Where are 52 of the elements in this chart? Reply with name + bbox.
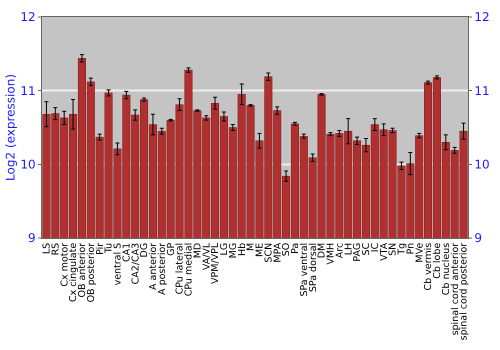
x-tick-label: Cx motor xyxy=(59,242,70,287)
x-tick-label: LS xyxy=(42,242,53,254)
y2-tick-label: 11 xyxy=(474,84,490,98)
x-tick-label: Cx cingulate xyxy=(68,242,80,302)
y2-tick-label: 12 xyxy=(474,10,490,24)
x-tick-label: RS xyxy=(50,242,62,256)
y2-tick-label: 10 xyxy=(474,158,490,172)
x-tick-label: DM xyxy=(316,242,328,258)
x-tick-label: Hb xyxy=(236,242,248,256)
y-tick-label: 10 xyxy=(20,158,36,172)
y-tick-label: 9 xyxy=(28,231,36,246)
x-tick-label: SN xyxy=(388,242,399,256)
x-tick-label: Pa xyxy=(290,242,302,254)
x-tick-label: MVe xyxy=(414,242,426,263)
x-tick-label: Tg xyxy=(396,242,408,256)
x-tick-label: CA2/CA3 xyxy=(130,242,142,284)
x-tick-label: Cb lobe xyxy=(432,242,444,279)
x-tick-label: OB posterior xyxy=(86,242,97,302)
x-tick-label: Arc xyxy=(334,242,346,258)
x-tick-label: Tu xyxy=(104,242,115,254)
x-tick-label: Cb nucleus xyxy=(440,242,452,296)
x-tick-label: LG xyxy=(219,242,230,256)
x-tick-label: VA/VL xyxy=(201,242,212,270)
x-tick-label: SPa ventral xyxy=(298,242,310,297)
x-tick-label: M xyxy=(246,242,257,252)
x-tick-label: VMH xyxy=(326,242,337,265)
x-tick-label: IC xyxy=(370,242,381,252)
x-tick-label: MD xyxy=(192,242,204,258)
x-tick-label: GP xyxy=(166,242,177,256)
x-tick-label: CA1 xyxy=(121,242,132,262)
y2-tick-label: 9 xyxy=(474,231,482,246)
x-tick-label: A posterior xyxy=(156,242,168,295)
x-tick-label: LH xyxy=(343,242,354,256)
x-tick-label: VPM/VPL xyxy=(210,242,222,284)
x-tick-label: ventral S xyxy=(112,242,124,286)
x-tick-label: spinal cord posterior xyxy=(458,242,470,340)
x-tick-label: MG xyxy=(228,242,239,258)
x-tick-label: SPa dorsal xyxy=(308,242,319,292)
x-tick-label: SC xyxy=(361,242,372,256)
x-tick-label: VTA xyxy=(378,242,390,261)
x-tick-label: ME xyxy=(254,242,266,258)
x-tick-label: SO xyxy=(281,242,292,256)
y-tick-label: 12 xyxy=(20,10,36,24)
x-tick-label: CPu medial xyxy=(184,242,195,296)
x-tick-label: Pn xyxy=(405,242,416,254)
x-tick-label: Pir xyxy=(94,242,106,255)
x-tick-label: PAG xyxy=(352,242,364,262)
y-tick-label: 11 xyxy=(20,84,36,98)
x-tick-label: MPA xyxy=(272,242,284,263)
y-axis-title: Log2 (expression) xyxy=(4,74,18,181)
x-tick-label: SCN xyxy=(263,242,274,263)
x-tick-label: DG xyxy=(139,242,150,258)
